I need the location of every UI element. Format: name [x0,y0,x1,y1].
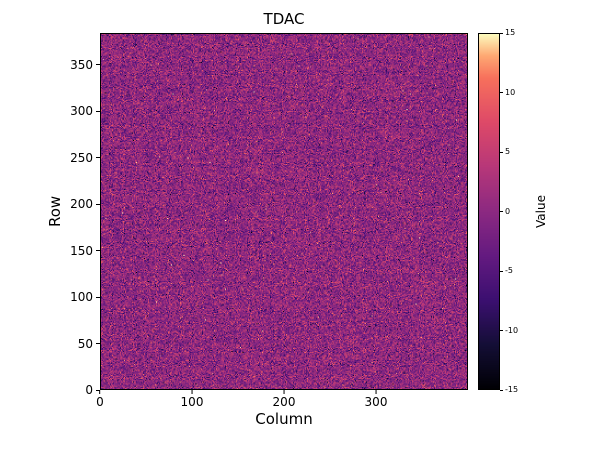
y-tick: 300 [70,105,100,117]
colorbar-tick: -10 [500,325,519,335]
tick-mark [500,92,503,94]
tick-mark [96,296,100,298]
y-tick: 50 [78,338,100,350]
colorbar-tick: 10 [500,87,516,97]
ctick-label: 10 [505,87,516,97]
tick-mark [375,390,377,394]
y-tick: 250 [70,152,100,164]
colorbar-tick: 0 [500,206,511,216]
tick-mark [191,390,193,394]
tick-mark [500,389,503,391]
tick-mark [500,270,503,272]
tick-mark [96,343,100,345]
colorbar: 15 10 5 0 -5 -10 -15 [478,29,518,394]
xtick-label: 300 [364,395,388,409]
x-tick: 0 [96,390,104,408]
tick-mark [500,151,503,153]
heatmap-plot: 0 50 100 150 200 250 300 350 0 100 200 3… [70,33,468,408]
tick-mark [96,64,100,66]
ctick-label: 15 [505,28,516,37]
colorbar-label: Value [534,195,548,228]
xtick-label: 200 [272,395,296,409]
x-tick: 100 [180,390,204,409]
ytick-label: 300 [70,104,93,119]
xtick-label: 0 [96,395,104,409]
colorbar-tick: -15 [500,386,518,394]
tick-mark [96,389,100,391]
xtick-label: 100 [180,395,204,409]
colorbar-tick: 5 [500,148,510,156]
y-tick: 200 [70,198,100,210]
y-tick: 100 [70,291,100,303]
y-tick: 350 [70,59,100,71]
colorbar-canvas [478,33,500,390]
ytick-label: 200 [70,197,93,212]
tick-mark [99,390,101,394]
ctick-label: -5 [505,266,513,276]
ctick-label: -15 [505,385,519,394]
y-axis-label: Row [46,195,64,228]
x-tick: 300 [364,390,388,409]
ctick-label: -10 [505,325,519,335]
ytick-label: 150 [70,243,93,258]
tick-mark [96,157,100,159]
chart-title: TDAC [263,10,305,28]
ctick-label: 5 [505,147,511,156]
ytick-label: 0 [85,383,93,397]
colorbar-tick: 15 [500,29,515,37]
y-tick: 150 [70,245,100,257]
ytick-label: 100 [70,290,93,305]
ytick-label: 250 [70,150,93,165]
heatmap-canvas [100,33,468,390]
tick-mark [96,250,100,252]
ytick-label: 350 [70,57,93,72]
tick-mark [500,330,503,331]
tick-mark [96,203,100,205]
y-tick: 0 [85,384,100,396]
ctick-label: 0 [505,206,511,216]
tick-mark [283,390,285,394]
tick-mark [96,110,100,112]
x-axis-label: Column [255,410,313,428]
ytick-label: 50 [77,336,93,351]
tick-mark [500,32,503,34]
colorbar-tick: -5 [500,267,513,275]
x-tick: 200 [272,390,296,409]
tick-mark [500,211,503,212]
